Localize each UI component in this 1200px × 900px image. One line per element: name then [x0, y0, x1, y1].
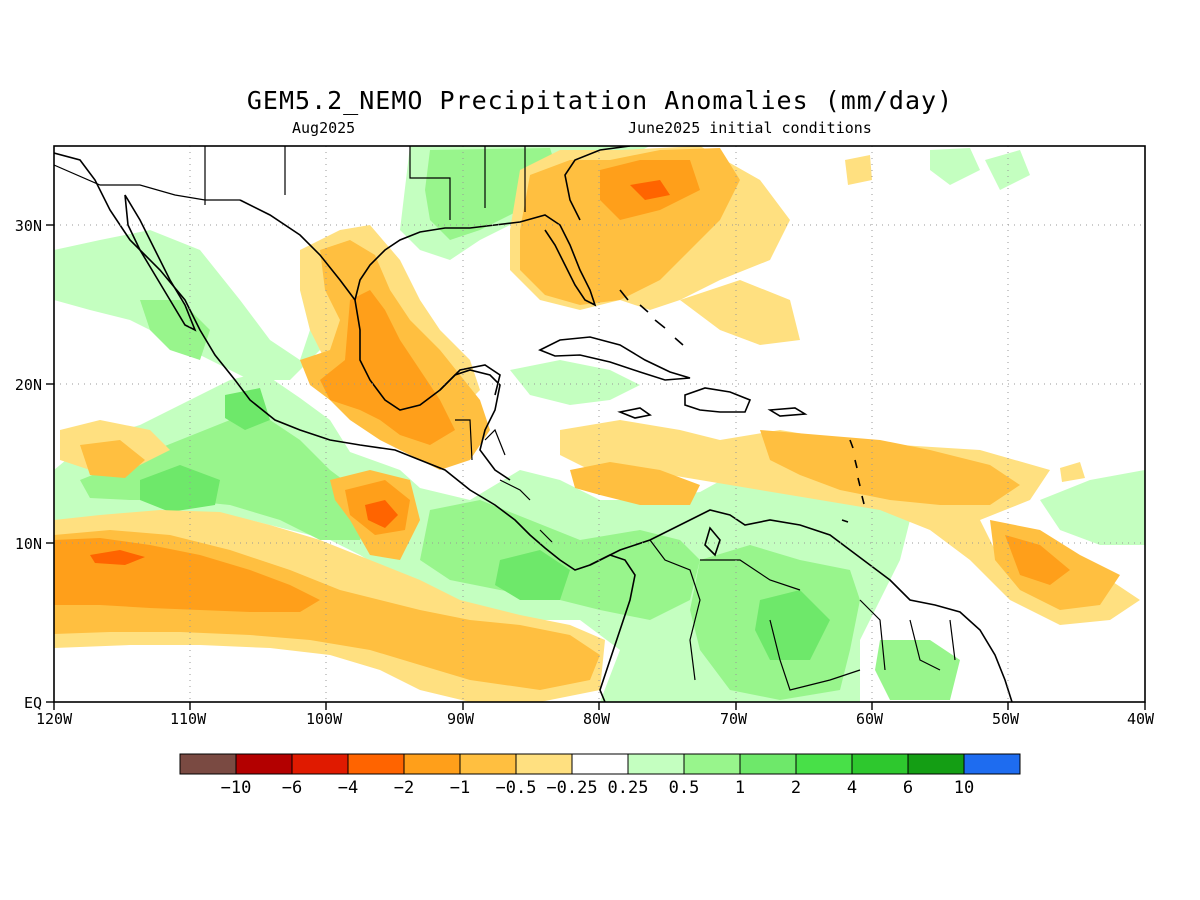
anomaly-pale-yellow-patch-1 [845, 155, 872, 185]
lon-label-40w: 40W [1127, 710, 1155, 728]
lat-label-30n: 30N [15, 217, 42, 235]
colorbar-box-8 [627, 753, 685, 775]
lat-label-eq: EQ [24, 694, 42, 712]
lon-label-70w: 70W [720, 710, 748, 728]
colorbar-box-1 [235, 753, 293, 775]
colorbar-box-13 [907, 753, 965, 775]
lon-labels: 120W 110W 100W 90W 80W 70W 60W 50W 40W [36, 710, 1155, 728]
colorbar-box-4 [403, 753, 461, 775]
coast-gulf-of-mexico [239, 199, 511, 481]
colorbar-label-9: 1 [735, 778, 745, 798]
anomaly-orange-atlantic-east [1005, 535, 1070, 585]
lat-labels: EQ 10N 20N 30N [15, 217, 42, 712]
anomaly-light-orange-pacific-north [80, 440, 145, 478]
lon-label-50w: 50W [992, 710, 1020, 728]
init-conditions-label: June2025 initial conditions [628, 119, 872, 137]
anomaly-pale-yellow-patch-2 [1060, 462, 1085, 482]
anomaly-pale-yellow-central [680, 280, 800, 345]
colorbar-box-10 [739, 753, 797, 775]
border-south-america [649, 539, 956, 691]
lon-label-90w: 90W [447, 710, 475, 728]
coast-jamaica [617, 407, 652, 419]
map-title: GEM5.2_NEMO Precipitation Anomalies (mm/… [246, 86, 954, 115]
lat-label-20n: 20N [15, 376, 42, 394]
colorbar-box-9 [683, 753, 741, 775]
coast-puerto-rico [767, 407, 808, 417]
axis-ticks [46, 224, 1146, 710]
valid-month-label: Aug2025 [292, 119, 356, 137]
coast-lesser-antilles [841, 439, 865, 523]
coast-hispaniola [684, 387, 752, 413]
coast-cuba [538, 336, 691, 381]
colorbar-box-0 [179, 753, 237, 775]
colorbar-boxes [179, 753, 1021, 775]
border-central-america [455, 419, 553, 543]
colorbar-label-13: 10 [954, 778, 974, 798]
border-us-mexico [54, 164, 240, 201]
anomaly-light-orange-atlantic [760, 430, 1020, 505]
colorbar-box-6 [515, 753, 573, 775]
colorbar-label-2: −4 [338, 778, 358, 798]
colorbar-box-3 [347, 753, 405, 775]
colorbar-labels: −10 −6 −4 −2 −1 −0.5 −0.25 0.25 0.5 1 2 4 6 10 [221, 778, 975, 798]
coast-baja-california [124, 194, 197, 332]
colorbar-label-11: 4 [847, 778, 857, 798]
anomaly-light-green-mexico [54, 230, 340, 380]
colorbar-label-1: −6 [282, 778, 302, 798]
colorbar-label-8: 0.5 [669, 778, 700, 798]
anomaly-dark-orange-central [365, 500, 398, 528]
anomaly-orange-gulf [320, 290, 455, 445]
coast-texas-louisiana [354, 214, 597, 307]
anomaly-light-green-caribbean [510, 360, 640, 405]
coast-lake-maracaibo [704, 526, 721, 557]
colorbar-label-5: −0.5 [496, 778, 537, 798]
colorbar-label-10: 2 [791, 778, 801, 798]
colorbar-label-3: −2 [394, 778, 414, 798]
lon-label-120w: 120W [36, 710, 73, 728]
colorbar-box-5 [459, 753, 517, 775]
coast-us-atlantic [564, 146, 631, 221]
coast-yucatan [439, 364, 501, 396]
lon-label-80w: 80W [583, 710, 611, 728]
colorbar-box-2 [291, 753, 349, 775]
anomaly-green-pacific [80, 420, 370, 540]
lon-label-100w: 100W [306, 710, 343, 728]
colorbar-box-11 [795, 753, 853, 775]
colorbar-label-6: −0.25 [546, 778, 597, 798]
colorbar-label-7: 0.25 [608, 778, 649, 798]
coastline-layer [54, 146, 1013, 702]
border-us-states [204, 146, 526, 220]
colorbar-label-4: −1 [450, 778, 470, 798]
anomaly-light-green-atlantic [1040, 470, 1145, 545]
anomaly-dark-orange-atlantic [630, 180, 670, 200]
lon-label-60w: 60W [856, 710, 884, 728]
anomaly-dark-orange-pacific [90, 550, 145, 565]
colorbar: −10 −6 −4 −2 −1 −0.5 −0.25 0.25 0.5 1 2 4 6 10 [179, 753, 1021, 798]
coast-bahamas [619, 289, 684, 346]
anomaly-medium-green-colombia [495, 550, 570, 600]
anomaly-medium-green-pacific [140, 465, 220, 512]
anomaly-medium-green-southamerica [755, 590, 830, 660]
colorbar-box-14 [963, 753, 1021, 775]
anomaly-light-green-atlantic-north [930, 148, 1030, 190]
colorbar-label-0: −10 [221, 778, 252, 798]
colorbar-box-7 [571, 753, 629, 775]
anomaly-light-orange-caribbean [570, 462, 700, 505]
colorbar-label-12: 6 [903, 778, 913, 798]
anomaly-green-guiana [875, 640, 960, 700]
colorbar-box-12 [851, 753, 909, 775]
lat-label-10n: 10N [15, 535, 42, 553]
anomaly-medium-green-mexico-coast [225, 388, 270, 430]
lon-label-110w: 110W [170, 710, 207, 728]
